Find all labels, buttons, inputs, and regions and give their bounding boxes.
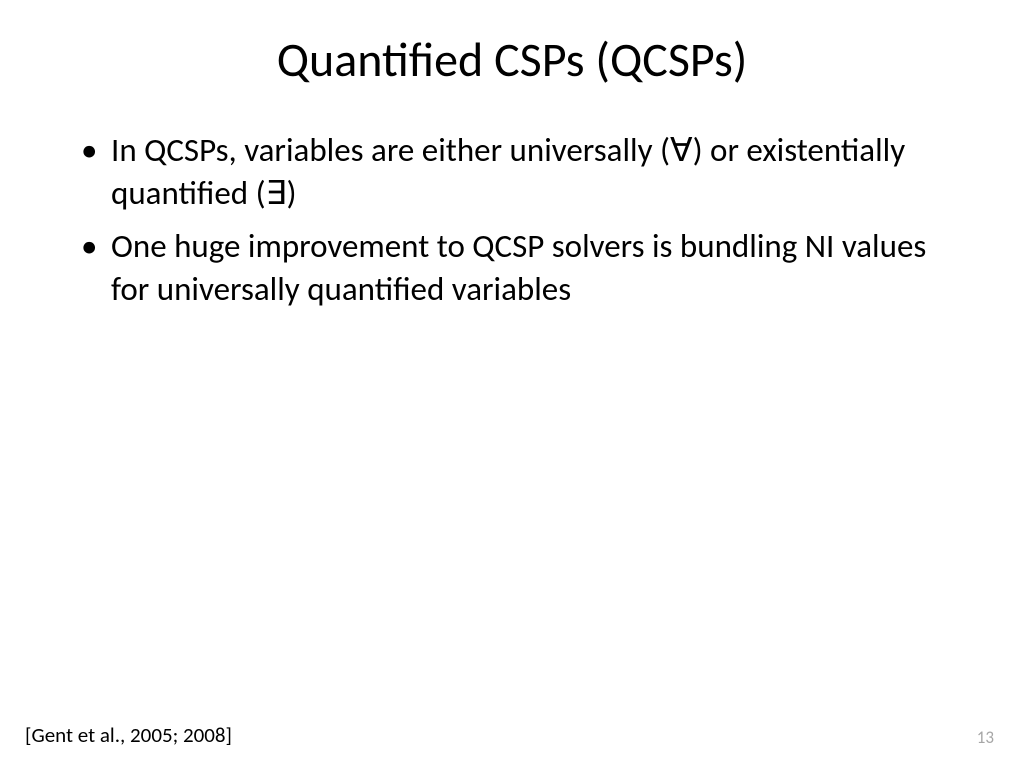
bullet-item: One huge improvement to QCSP solvers is … <box>75 225 949 311</box>
page-number: 13 <box>977 727 994 748</box>
bullet-list: In QCSPs, variables are either universal… <box>75 129 949 311</box>
slide-content: In QCSPs, variables are either universal… <box>0 129 1024 311</box>
footer-citation: [Gent et al., 2005; 2008] <box>25 722 232 748</box>
bullet-item: In QCSPs, variables are either universal… <box>75 129 949 215</box>
slide-title: Quantified CSPs (QCSPs) <box>0 0 1024 129</box>
